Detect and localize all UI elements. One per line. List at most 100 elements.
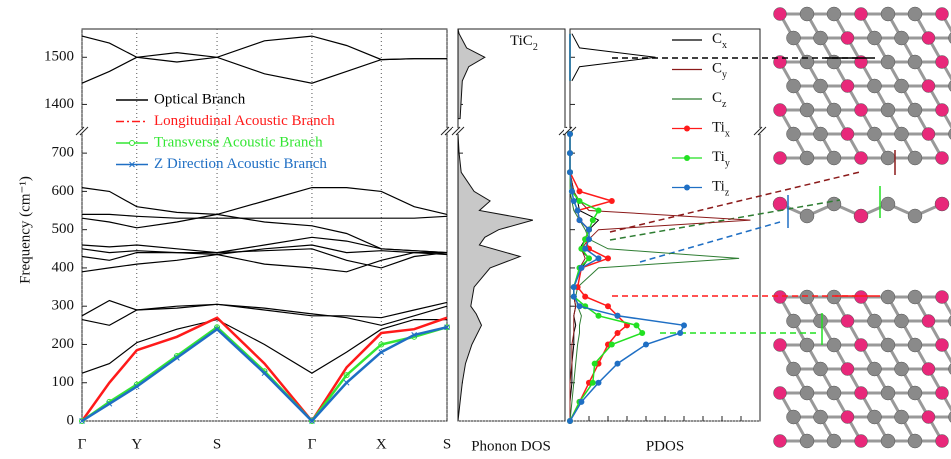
ti-atom: [772, 196, 788, 212]
c-atom: [813, 126, 828, 142]
branch-point: [343, 372, 350, 379]
c-atom: [894, 30, 909, 46]
pdos-point: [589, 217, 596, 224]
pdos-point: [595, 207, 602, 214]
c-atom: [907, 385, 923, 401]
branch-point: [444, 324, 450, 331]
ti-atom: [840, 362, 855, 376]
axis-break: [441, 128, 453, 134]
x-axis-label: PDOS: [646, 438, 684, 454]
ti-atom: [773, 7, 787, 21]
y-tick-label: 1400: [44, 96, 74, 112]
y-tick-label: 300: [52, 298, 75, 314]
y-tick-label: 500: [52, 221, 75, 237]
ti-atom: [840, 31, 855, 45]
c-atom: [813, 361, 828, 377]
ti-atom: [854, 7, 868, 21]
c-atom: [799, 6, 815, 22]
pdos-point: [639, 329, 646, 336]
legend-marker: [684, 125, 690, 132]
c-atom: [894, 78, 909, 94]
c-atom: [948, 315, 951, 327]
c-atom: [880, 150, 896, 166]
branch-point: [214, 326, 220, 333]
legend-label: Cx: [712, 31, 727, 50]
pdos-point: [591, 360, 598, 367]
branch-point: [343, 379, 350, 386]
c-atom: [907, 289, 923, 305]
c-atom: [799, 289, 815, 305]
c-atom: [880, 385, 896, 401]
pdos-point: [582, 293, 589, 300]
c-atom: [907, 6, 923, 22]
pdos-point: [567, 169, 573, 176]
legend: Optical Branch Longitudinal Acoustic Bran…: [116, 91, 335, 172]
c-atom: [813, 30, 828, 46]
axis-break: [757, 126, 767, 136]
branch-point: [378, 349, 385, 355]
branch-line: [81, 35, 447, 61]
c-atom: [799, 208, 815, 224]
x-tick-label: X: [376, 436, 387, 452]
branch-line: [81, 244, 448, 256]
pdos-point: [586, 226, 592, 233]
ti-atom: [934, 196, 950, 212]
branch-line: [81, 236, 448, 254]
ti-atom: [921, 79, 936, 93]
pdos-point: [595, 255, 602, 262]
legend-label: Transverse Acoustic Branch: [154, 134, 323, 150]
c-atom: [813, 313, 828, 329]
ti-atom: [840, 127, 855, 141]
connector: [609, 171, 861, 233]
branch-point: [79, 418, 85, 424]
pdos-point: [567, 131, 573, 137]
c-atom: [867, 409, 882, 425]
pdos-point: [576, 303, 583, 310]
ti-atom: [854, 386, 868, 400]
annotation: TiC2: [510, 33, 538, 52]
c-atom: [826, 54, 842, 70]
legend-label: Tiz: [712, 179, 730, 198]
branch-point: [261, 370, 268, 377]
legend-label: Z Direction Acoustic Branch: [154, 156, 327, 172]
ti-atom: [840, 79, 855, 93]
c-atom: [813, 409, 828, 425]
axis-break: [75, 126, 85, 136]
ti-atom: [854, 290, 868, 304]
ti-atom: [935, 338, 949, 352]
legend-marker: [684, 155, 690, 161]
c-atom: [867, 78, 882, 94]
pdos-point: [578, 398, 585, 405]
branch-line: [80, 316, 448, 424]
pdos-point: [595, 379, 602, 386]
y-tick-label: 600: [52, 183, 75, 199]
pdos-point: [614, 329, 621, 336]
legend-label: Cy: [712, 61, 727, 80]
pdos-point: [643, 341, 649, 348]
pdos-point: [633, 322, 640, 329]
pdos-point: [567, 150, 573, 157]
branch-line: [81, 187, 448, 216]
c-atom: [799, 385, 815, 401]
c-atom: [880, 196, 896, 212]
c-atom: [948, 32, 951, 44]
pdos-point: [570, 284, 577, 291]
ti-atom: [854, 434, 868, 448]
c-atom: [880, 337, 896, 353]
branch-line: [82, 213, 448, 219]
pdos-point: [586, 236, 592, 243]
ti-atom: [921, 31, 936, 45]
branch-line: [81, 303, 448, 326]
pdos-point: [576, 188, 583, 195]
ti-atom: [935, 7, 949, 21]
ti-atom: [935, 55, 949, 69]
branch-point: [174, 355, 180, 361]
x-tick-label: S: [213, 436, 221, 452]
pdos-point: [578, 264, 585, 271]
branch-line: [81, 252, 447, 273]
c-atom: [907, 54, 923, 70]
c-atom: [826, 196, 842, 212]
c-atom: [826, 337, 842, 353]
c-atom: [894, 126, 909, 142]
